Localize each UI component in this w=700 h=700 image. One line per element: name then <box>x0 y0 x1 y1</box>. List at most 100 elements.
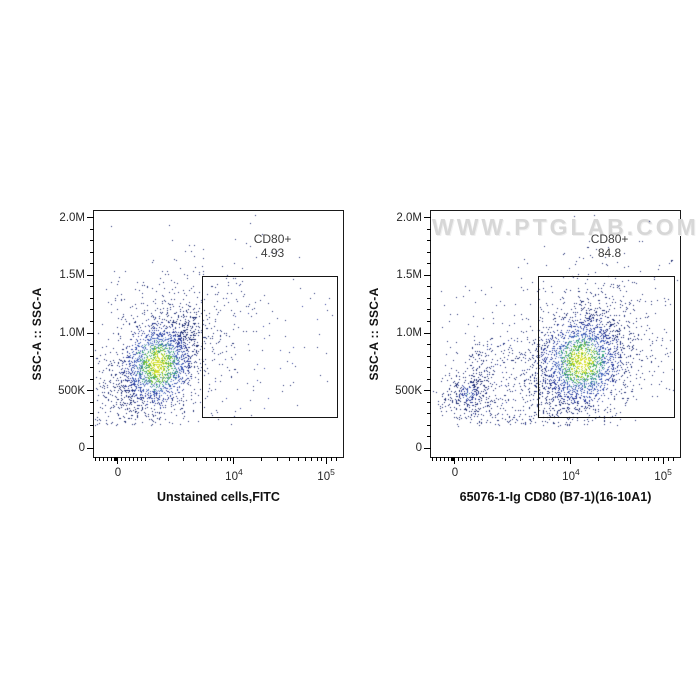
x-minor-tick <box>288 457 290 461</box>
y-minor-tick <box>90 367 94 369</box>
y-tick-label: 1.0M <box>396 327 422 340</box>
x-minor-tick <box>305 457 307 461</box>
x-minor-tick <box>115 457 117 461</box>
x-minor-tick <box>474 457 476 461</box>
x-minor-tick <box>311 457 313 461</box>
x-minor-tick <box>625 457 627 461</box>
y-tick-label: 500K <box>58 384 85 397</box>
y-major-tick <box>424 274 431 276</box>
x-minor-tick <box>558 457 560 461</box>
gate-percent: 4.93 <box>260 246 285 261</box>
x-minor-tick <box>648 457 650 461</box>
x-minor-tick <box>297 457 299 461</box>
flow-plot-stained: WWW.PTGLAB.COM CD80+ 84.8 SSC-A :: SSC-A… <box>367 210 696 504</box>
x-minor-tick <box>551 457 553 461</box>
flow-plot-unstained: CD80+ 4.93 SSC-A :: SSC-A Unstained cell… <box>30 210 344 504</box>
x-major-tick <box>454 457 456 464</box>
y-minor-tick <box>427 286 431 288</box>
y-minor-tick <box>427 228 431 230</box>
y-minor-tick <box>90 424 94 426</box>
y-minor-tick <box>90 309 94 311</box>
y-major-tick <box>424 332 431 334</box>
x-minor-tick <box>466 457 468 461</box>
x-axis-title: Unstained cells,FITC <box>157 490 280 504</box>
x-major-tick <box>117 457 119 464</box>
x-minor-tick <box>436 457 438 461</box>
x-minor-tick <box>107 457 109 461</box>
y-minor-tick <box>90 401 94 403</box>
y-minor-tick <box>427 436 431 438</box>
x-minor-tick <box>505 457 507 461</box>
x-minor-tick <box>221 457 223 461</box>
x-minor-tick <box>658 457 660 461</box>
x-minor-tick <box>111 457 113 461</box>
y-major-tick <box>87 274 94 276</box>
x-minor-tick <box>183 457 185 461</box>
x-major-tick <box>233 457 235 464</box>
y-tick-label: 500K <box>395 384 422 397</box>
x-minor-tick <box>458 457 460 461</box>
y-minor-tick <box>90 321 94 322</box>
y-major-tick <box>87 332 94 334</box>
gate-name: CD80+ <box>253 231 292 246</box>
y-minor-tick <box>427 424 431 426</box>
gate-name: CD80+ <box>590 231 629 246</box>
y-minor-tick <box>90 344 94 346</box>
y-axis-title: SSC-A :: SSC-A <box>367 287 381 381</box>
y-major-tick <box>424 447 431 449</box>
y-tick-label: 0 <box>78 442 85 455</box>
x-minor-tick <box>448 457 450 461</box>
gate-rect <box>201 275 338 418</box>
x-minor-tick <box>453 457 455 461</box>
x-minor-tick <box>141 457 143 461</box>
x-minor-tick <box>145 457 147 461</box>
x-minor-tick <box>563 457 565 461</box>
x-minor-tick <box>103 457 105 461</box>
gate-label: CD80+ 4.93 <box>254 232 292 261</box>
y-major-tick <box>87 217 94 219</box>
x-axis-title: 65076-1-Ig CD80 (B7-1)(16-10A1) <box>459 490 652 504</box>
x-minor-tick <box>598 457 600 461</box>
x-tick-label: 104 <box>225 467 243 483</box>
x-minor-tick <box>95 457 97 461</box>
y-tick-label: 1.5M <box>396 269 422 282</box>
y-minor-tick <box>427 355 431 357</box>
x-minor-tick <box>226 457 228 461</box>
gate-label: CD80+ 84.8 <box>591 232 629 261</box>
x-minor-tick <box>668 457 670 461</box>
y-minor-tick <box>427 413 431 415</box>
y-minor-tick <box>427 240 431 242</box>
y-minor-tick <box>427 401 431 403</box>
y-minor-tick <box>90 286 94 288</box>
x-minor-tick <box>230 457 232 461</box>
x-minor-tick <box>316 457 318 461</box>
y-major-tick <box>424 217 431 219</box>
y-minor-tick <box>90 378 94 380</box>
x-minor-tick <box>533 457 535 461</box>
y-minor-tick <box>90 355 94 357</box>
y-minor-tick <box>427 309 431 311</box>
x-minor-tick <box>261 457 263 461</box>
x-major-tick <box>570 457 572 464</box>
x-minor-tick <box>673 457 675 461</box>
y-minor-tick <box>427 263 431 265</box>
x-minor-tick <box>482 457 484 461</box>
x-minor-tick <box>567 457 569 461</box>
x-minor-tick <box>462 457 464 461</box>
x-minor-tick <box>214 457 216 461</box>
x-minor-tick <box>321 457 323 461</box>
gate-rect <box>538 275 675 418</box>
x-minor-tick <box>440 457 442 461</box>
x-tick-label: 105 <box>317 467 335 483</box>
x-minor-tick <box>113 457 115 461</box>
y-minor-tick <box>427 344 431 346</box>
y-axis-title: SSC-A :: SSC-A <box>30 287 44 381</box>
x-minor-tick <box>133 457 135 461</box>
gate-percent: 84.8 <box>597 246 622 261</box>
x-tick-label: 0 <box>114 467 122 479</box>
y-minor-tick <box>90 297 94 299</box>
y-tick-label: 0 <box>415 442 422 455</box>
x-major-tick <box>662 457 664 464</box>
x-minor-tick <box>277 457 279 461</box>
x-minor-tick <box>543 457 545 461</box>
